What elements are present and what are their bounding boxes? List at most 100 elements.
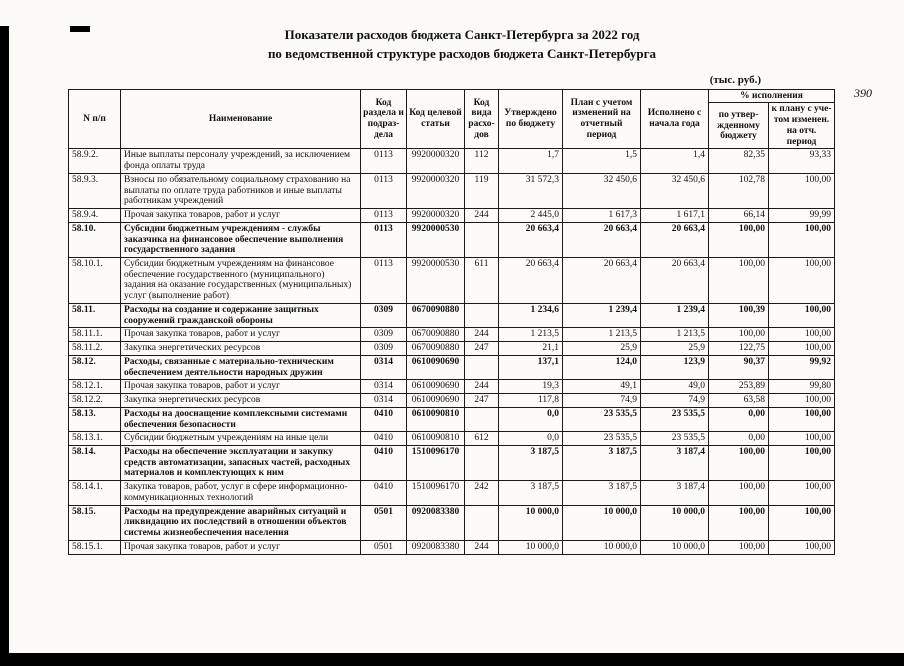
row-name-cell: Расходы на обеспечение эксплуатации и за… [120,444,361,482]
row-plan-cell: 1 239,4 [562,302,641,329]
row-target-code-cell: 0920083380 [406,539,465,555]
row-target-code-cell: 0610090810 [406,406,465,433]
row-name-cell: Прочая закупка товаров, работ и услуг [120,208,361,223]
row-expense-code-cell: 244 [464,327,499,343]
row-section-code-cell: 0309 [360,341,407,356]
table-row: 58.13.1. Субсидии бюджетным учреждениям … [68,431,835,446]
row-pct-budget-cell: 100,00 [708,444,769,482]
row-pct-budget-cell: 100,00 [708,256,769,304]
row-expense-code-cell: 244 [464,379,499,395]
page-title: Показатели расходов бюджета Санкт-Петерб… [60,26,864,64]
row-pct-budget-cell: 63,58 [708,393,769,408]
row-name-cell: Закупка энергетических ресурсов [120,341,361,356]
row-section-code-cell: 0113 [360,208,407,223]
row-plan-cell: 10 000,0 [562,539,641,555]
row-executed-cell: 25,9 [640,341,709,356]
row-executed-cell: 1 213,5 [640,327,709,343]
row-expense-code-cell: 119 [464,172,499,210]
row-target-code-cell: 0610090690 [406,379,465,395]
row-pct-budget-cell: 100,00 [708,221,769,258]
table-row: 58.9.3. Взносы по обязательному социальн… [68,172,835,210]
row-approved-cell: 1,7 [498,148,563,174]
row-pct-budget-cell: 0,00 [708,406,769,433]
budget-table: N п/п Наименование Код раздела и подраз-… [68,88,835,555]
header-target-code: Код целевой статьи [406,88,465,150]
row-num-cell: 58.11.2. [68,341,121,356]
row-pct-budget-cell: 100,00 [708,327,769,343]
row-approved-cell: 3 187,5 [498,480,563,506]
header-executed: Исполнено с начала года [640,88,709,150]
header-plan: План с учетом изменений на отчетный пери… [562,88,641,150]
row-expense-code-cell [464,444,499,482]
row-executed-cell: 1 617,1 [640,208,709,223]
row-pct-plan-cell: 100,00 [768,341,835,356]
row-target-code-cell: 0670090880 [406,302,465,329]
scan-edge-bottom [0,653,904,666]
row-name-cell: Субсидии бюджетным учреждениям - службы … [120,221,361,258]
row-expense-code-cell: 242 [464,480,499,506]
table-row: 58.11. Расходы на создание и содержание … [68,302,835,329]
scan-edge-left [0,26,9,666]
units-note: (тыс. руб.) [709,73,761,86]
table-row: 58.13. Расходы на дооснащение комплексны… [68,406,835,433]
row-target-code-cell: 1510096170 [406,444,465,482]
row-target-code-cell: 9920000530 [406,256,465,304]
row-expense-code-cell [464,302,499,329]
row-pct-plan-cell: 99,99 [768,208,835,223]
header-pct-budget: по утвер-жденному бюджету [708,102,769,150]
row-pct-plan-cell: 100,00 [768,221,835,258]
table-header: N п/п Наименование Код раздела и подраз-… [68,88,835,150]
row-plan-cell: 20 663,4 [562,256,641,304]
header-row-2: по утвер-жденному бюджету к плану с уче-… [69,102,835,150]
row-pct-plan-cell: 100,00 [768,480,835,506]
row-plan-cell: 3 187,5 [562,444,641,482]
row-name-cell: Расходы, связанные с материально-техниче… [120,354,361,381]
row-num-cell: 58.11.1. [68,327,121,343]
row-num-cell: 58.11. [68,302,121,329]
row-pct-plan-cell: 100,00 [768,327,835,343]
row-target-code-cell: 0670090880 [406,341,465,356]
row-pct-budget-cell: 90,37 [708,354,769,381]
row-pct-plan-cell: 100,00 [768,431,835,446]
row-target-code-cell: 9920000320 [406,172,465,210]
row-expense-code-cell: 611 [464,256,499,304]
header-expense-code: Код вида расхо-дов [464,88,499,150]
row-section-code-cell: 0113 [360,172,407,210]
document-page: Показатели расходов бюджета Санкт-Петерб… [0,26,904,666]
row-pct-plan-cell: 100,00 [768,406,835,433]
page-title-line2: по ведомственной структуре расходов бюдж… [267,45,657,61]
row-plan-cell: 1,5 [562,148,641,174]
units-row: (тыс. руб.) [68,70,856,88]
row-pct-budget-cell: 66,14 [708,208,769,223]
row-num-cell: 58.10.1. [68,256,121,304]
row-pct-plan-cell: 100,00 [768,444,835,482]
row-num-cell: 58.13.1. [68,431,121,446]
row-section-code-cell: 0314 [360,393,407,408]
row-executed-cell: 49,0 [640,379,709,395]
row-target-code-cell: 9920000530 [406,221,465,258]
row-section-code-cell: 0309 [360,302,407,329]
row-target-code-cell: 0670090880 [406,327,465,343]
row-executed-cell: 32 450,6 [640,172,709,210]
row-name-cell: Субсидии бюджетным учреждениям на иные ц… [120,431,361,446]
row-expense-code-cell: 112 [464,148,499,174]
row-target-code-cell: 0610090810 [406,431,465,446]
row-plan-cell: 23 535,5 [562,431,641,446]
row-expense-code-cell: 244 [464,539,499,555]
row-executed-cell: 23 535,5 [640,431,709,446]
header-name: Наименование [120,88,361,150]
row-pct-plan-cell: 93,33 [768,148,835,174]
row-pct-budget-cell: 0,00 [708,431,769,446]
row-plan-cell: 1 617,3 [562,208,641,223]
row-expense-code-cell: 244 [464,208,499,223]
row-plan-cell: 124,0 [562,354,641,381]
row-approved-cell: 117,8 [498,393,563,408]
row-pct-plan-cell: 100,00 [768,256,835,304]
row-expense-code-cell: 247 [464,393,499,408]
table-row: 58.11.2. Закупка энергетических ресурсов… [68,341,835,356]
row-expense-code-cell [464,221,499,258]
row-name-cell: Расходы на дооснащение комплексными сист… [120,406,361,433]
table-row: 58.15.1. Прочая закупка товаров, работ и… [68,539,835,555]
page-number: 390 [854,86,872,100]
row-num-cell: 58.10. [68,221,121,258]
